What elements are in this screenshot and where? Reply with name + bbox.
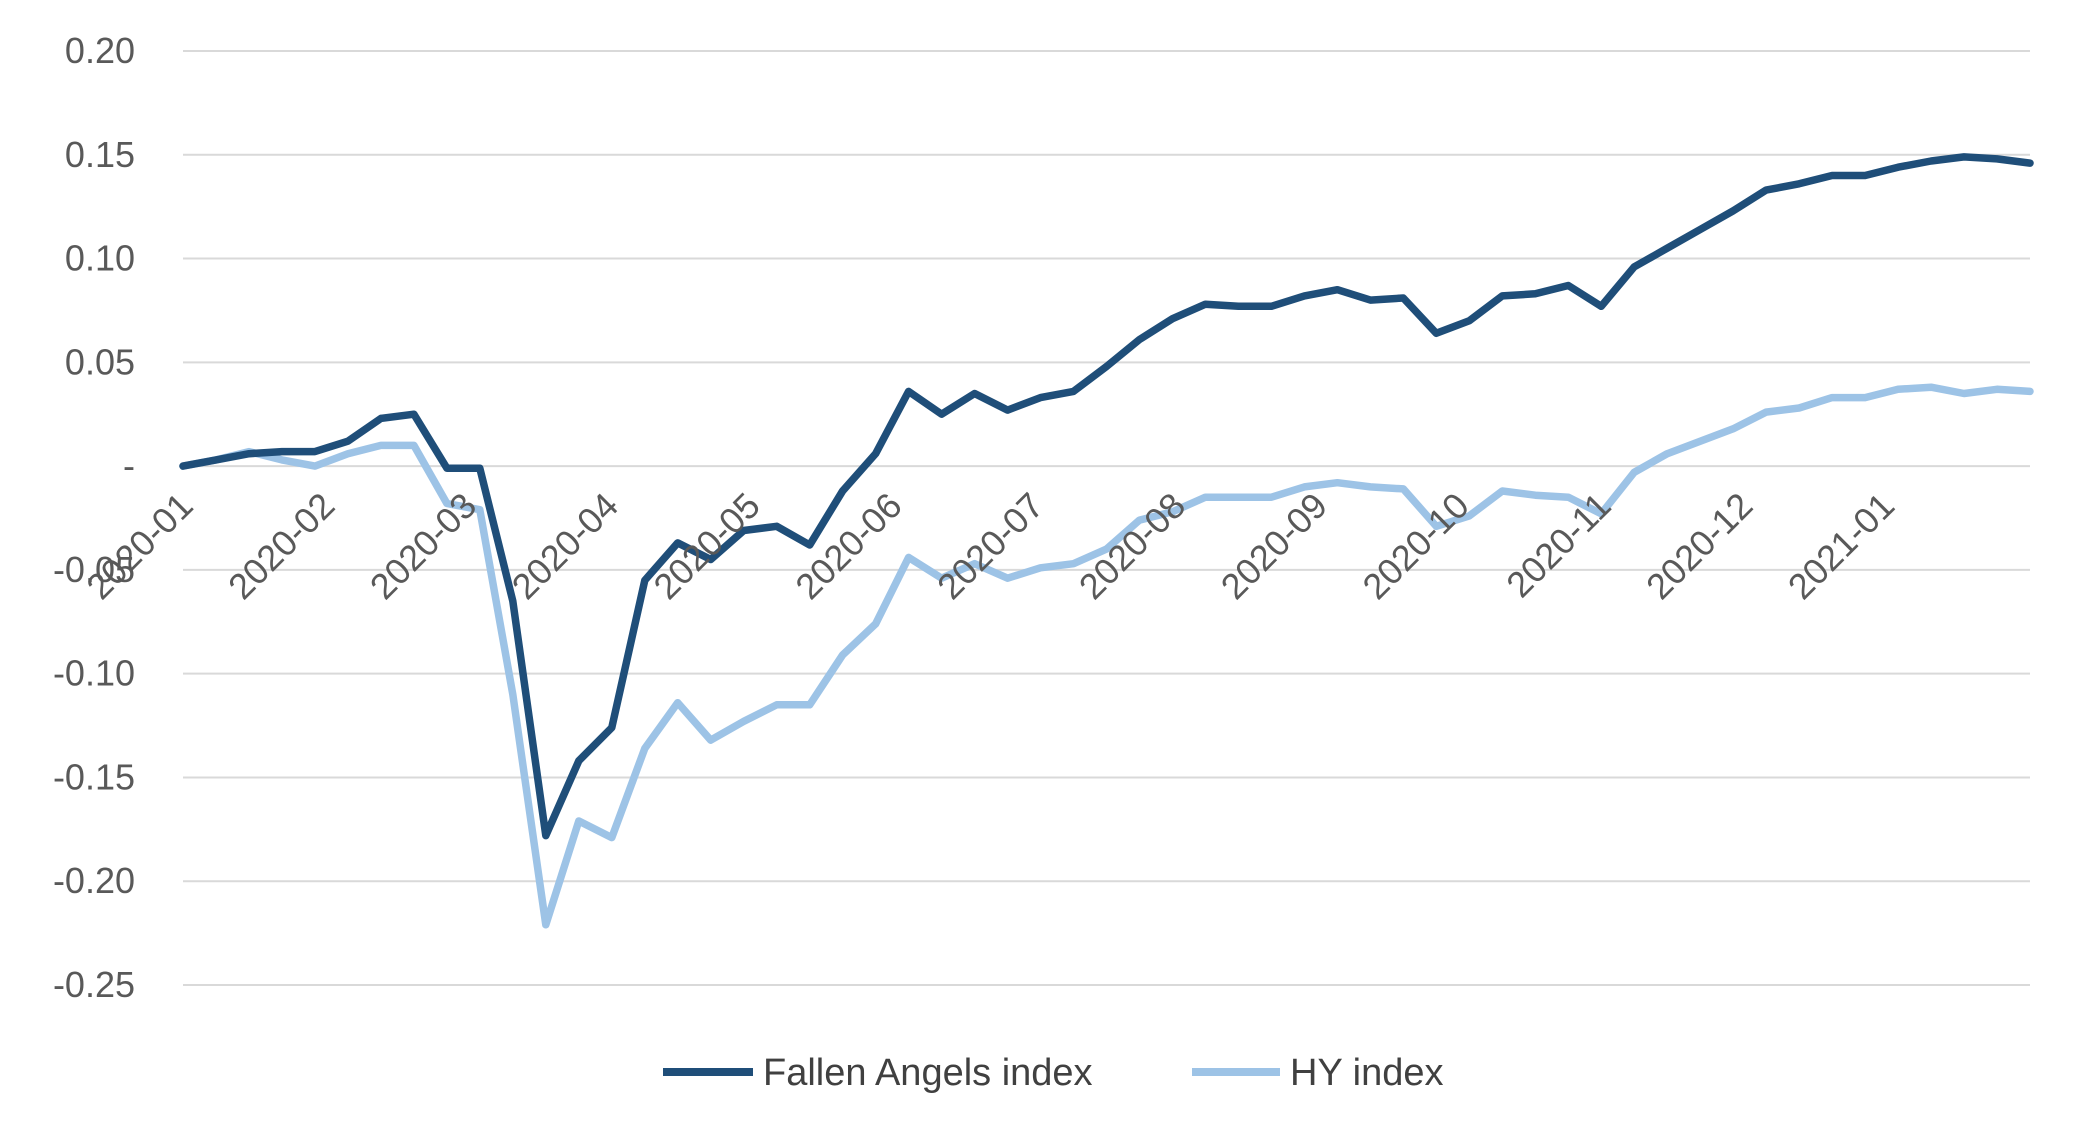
y-axis-tick-labels: 0.20 0.15 0.10 0.05 - -0.05 -0.10 -0.15 -0.20 -0.… <box>53 30 135 1005</box>
legend-label-fallen-angels-index: Fallen Angels index <box>763 1052 1093 1094</box>
x-tick-label: 2020-09 <box>1213 485 1335 607</box>
x-tick-label: 2020-12 <box>1638 485 1760 607</box>
x-tick-label: 2020-02 <box>220 485 342 607</box>
series-line-hy-index <box>179 383 2034 929</box>
x-tick-label: 2020-04 <box>504 485 626 607</box>
y-tick-label: -0.15 <box>53 756 135 797</box>
x-tick-label: 2020-05 <box>645 485 767 607</box>
y-tick-label: -0.10 <box>53 653 135 694</box>
y-tick-label: - <box>123 445 135 486</box>
legend-label-hy-index: HY index <box>1290 1052 1444 1094</box>
x-tick-label: 2020-01 <box>78 485 200 607</box>
x-tick-label: 2021-01 <box>1780 485 1902 607</box>
y-tick-label: 0.10 <box>65 238 135 279</box>
legend: Fallen Angels index HY index <box>663 1052 1444 1094</box>
series-lines <box>179 153 2034 929</box>
y-tick-label: 0.05 <box>65 341 135 382</box>
x-tick-label: 2020-08 <box>1071 485 1193 607</box>
x-tick-label: 2020-11 <box>1498 485 1619 606</box>
y-tick-label: 0.20 <box>65 30 135 71</box>
x-axis-tick-labels: 2020-01 2020-02 2020-03 2020-04 2020-05 2020-… <box>78 485 1902 607</box>
y-tick-label: 0.15 <box>65 134 135 175</box>
x-tick-label: 2020-07 <box>929 485 1051 607</box>
series-line-fallen-angels-index <box>179 153 2034 840</box>
y-tick-label: -0.20 <box>53 860 135 901</box>
x-tick-label: 2020-03 <box>362 485 484 607</box>
y-tick-label: -0.25 <box>53 964 135 1005</box>
y-tick-label: -0.05 <box>53 549 135 590</box>
